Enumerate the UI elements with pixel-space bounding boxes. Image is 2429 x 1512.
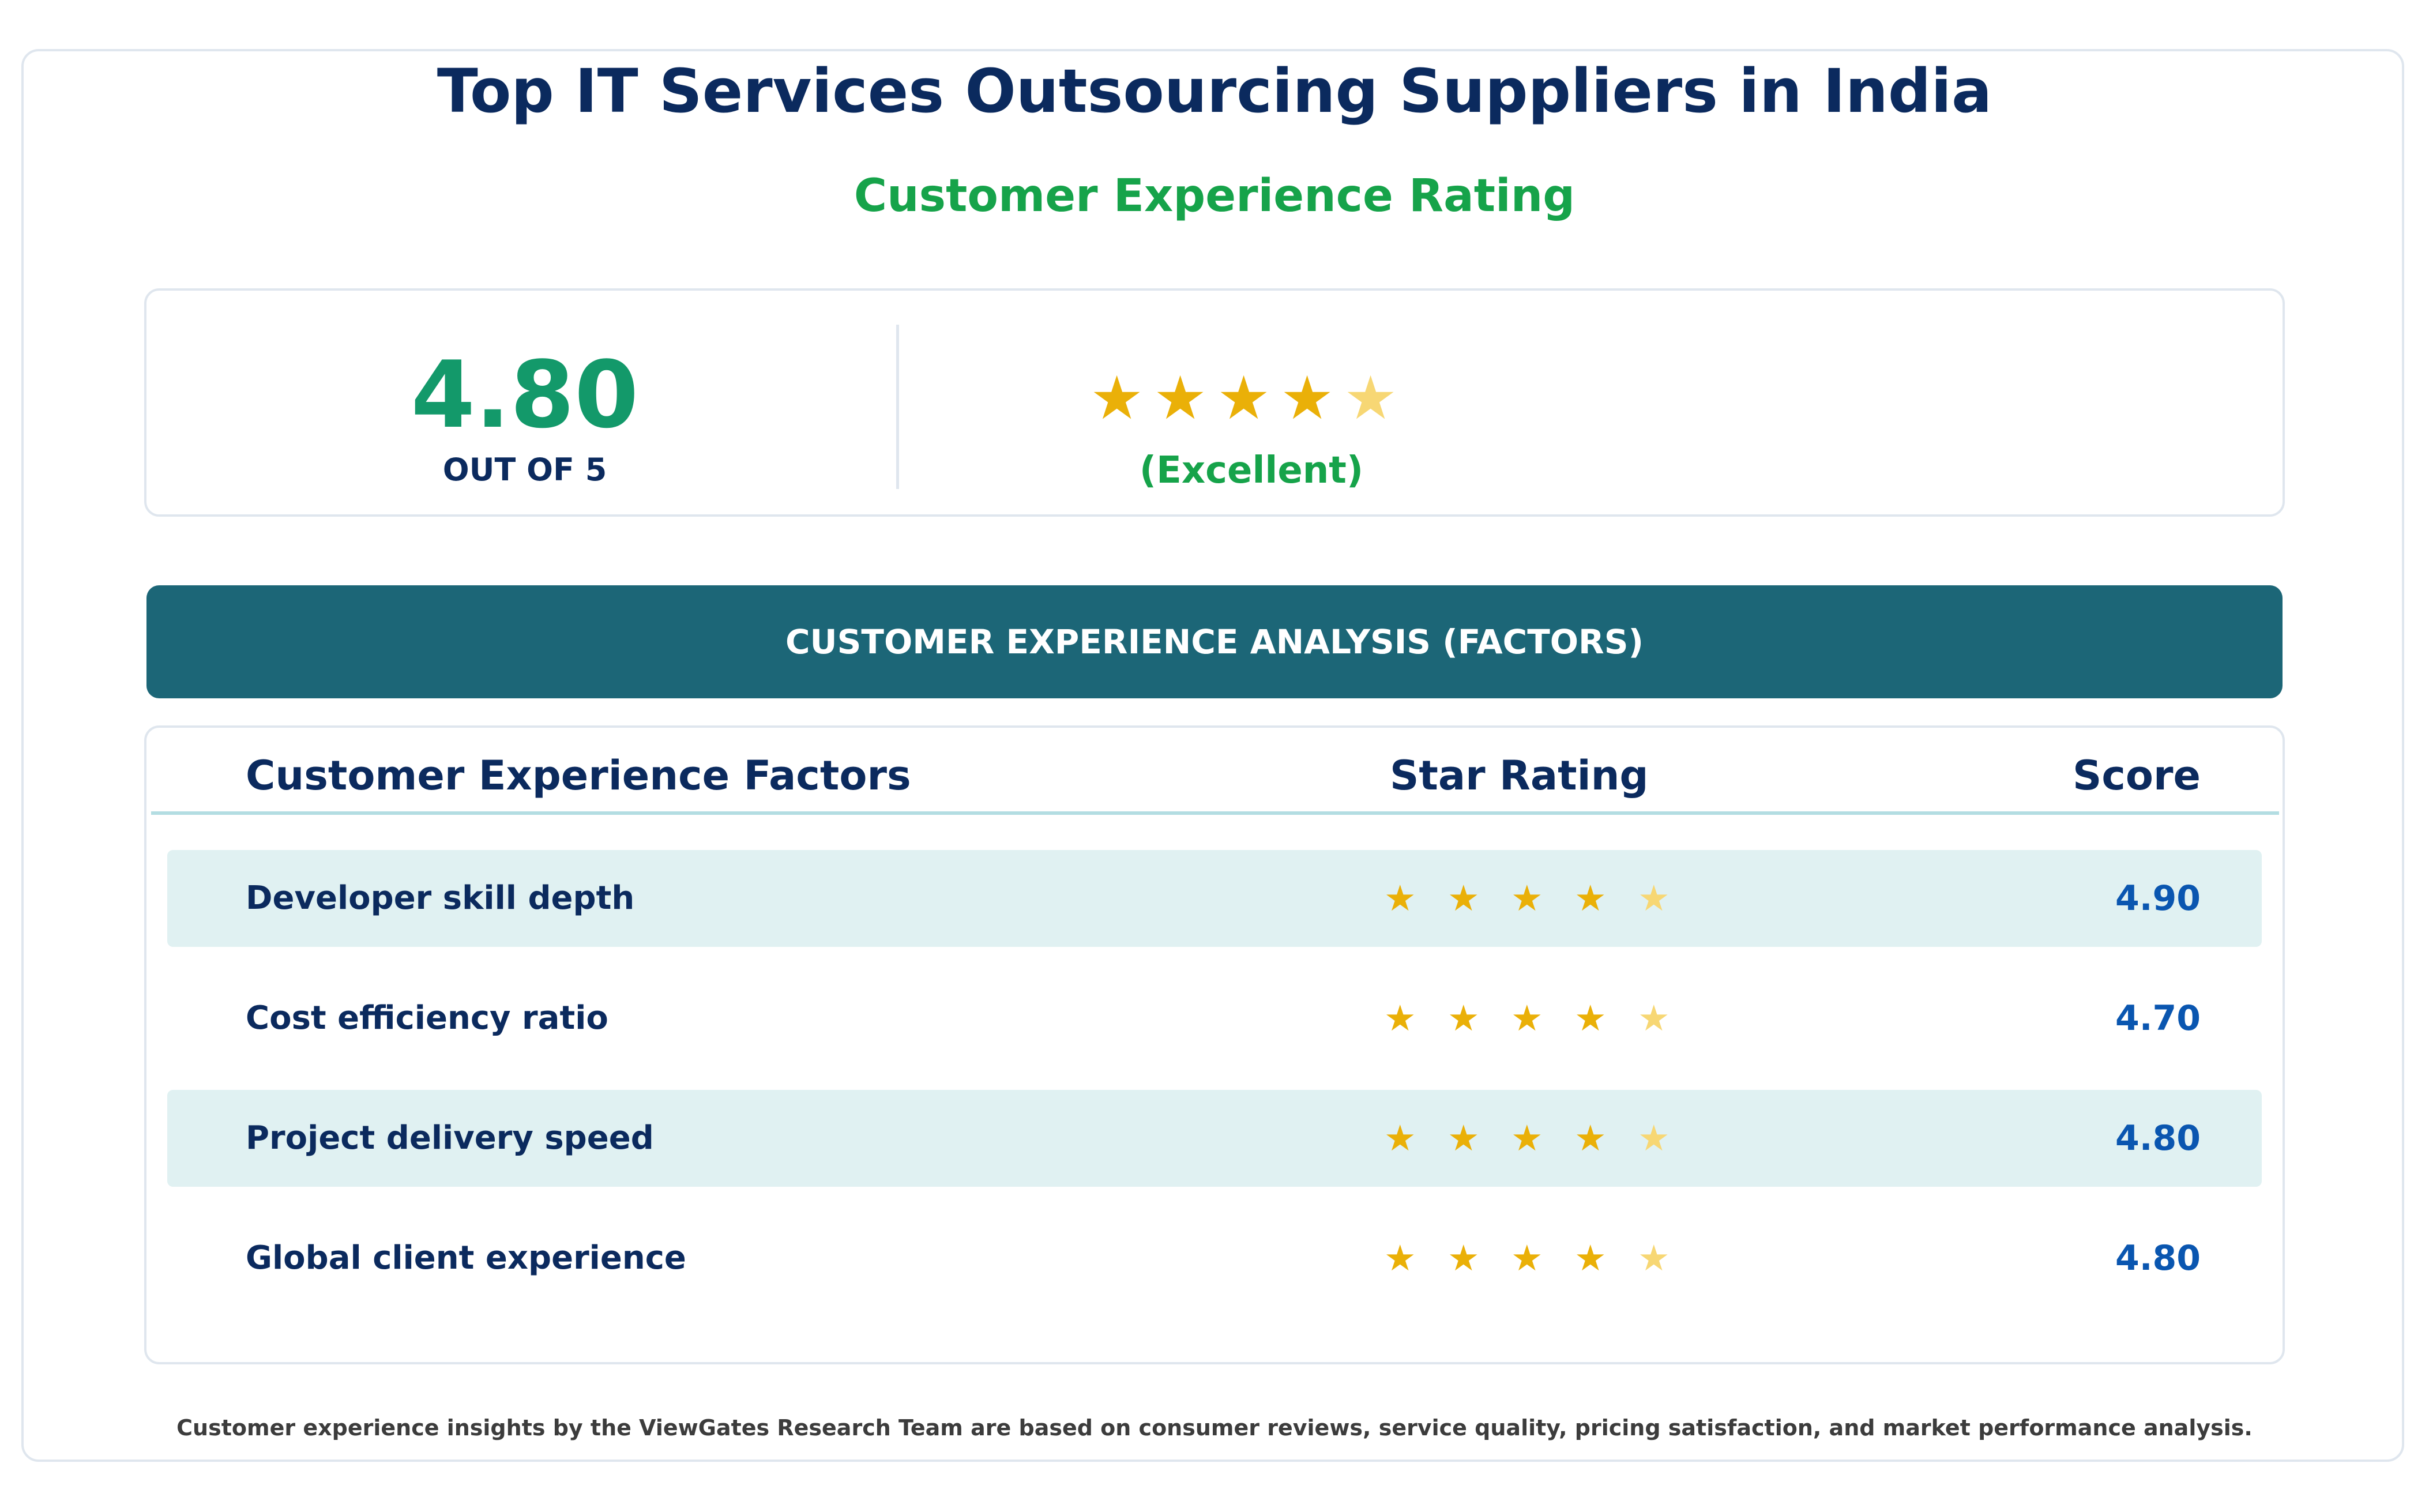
factor-name: Cost efficiency ratio [246,999,608,1037]
page-subtitle: Customer Experience Rating [853,170,1576,222]
star-icon: ★ [1153,363,1208,433]
star-icon: ★ [1344,363,1398,433]
star-icon: ★ [1638,1117,1670,1159]
star-icon: ★ [1574,1237,1607,1279]
star-icon: ★ [1574,1117,1607,1159]
star-icon: ★ [1447,1237,1480,1279]
footer-note: Customer experience insights by the View… [176,1415,2253,1440]
star-icon: ★ [1384,1237,1416,1279]
factor-score: 4.90 [2115,878,2201,919]
factors-table [144,725,2285,1364]
star-icon: ★ [1447,877,1480,919]
column-header-score: Score [2073,752,2201,799]
star-icon: ★ [1511,1117,1543,1159]
star-icon: ★ [1511,1237,1543,1279]
star-icon: ★ [1384,997,1416,1039]
factor-name: Global client experience [246,1239,686,1277]
summary-panel [144,288,2285,517]
star-icon: ★ [1384,877,1416,919]
factor-name: Developer skill depth [246,879,635,917]
table-row: Cost efficiency ratio ★ ★ ★ ★ ★ 4.70 [167,970,2262,1067]
star-icon: ★ [1447,1117,1480,1159]
star-icon: ★ [1638,877,1670,919]
header-divider [151,811,2279,815]
page-title: Top IT Services Outsourcing Suppliers in… [437,56,1992,126]
table-row: Project delivery speed ★ ★ ★ ★ ★ 4.80 [167,1090,2262,1187]
star-icon: ★ [1217,363,1271,433]
star-icon: ★ [1511,877,1543,919]
table-row: Developer skill depth ★ ★ ★ ★ ★ 4.90 [167,850,2262,947]
star-icon: ★ [1384,1117,1416,1159]
factor-score: 4.80 [2115,1118,2201,1159]
star-icon: ★ [1574,877,1607,919]
factor-score: 4.80 [2115,1238,2201,1278]
column-header-factor: Customer Experience Factors [246,752,911,799]
factor-name: Project delivery speed [246,1119,654,1157]
summary-divider [896,325,899,489]
factor-score: 4.70 [2115,998,2201,1039]
star-icon: ★ [1447,997,1480,1039]
analysis-banner: CUSTOMER EXPERIENCE ANALYSIS (FACTORS) [146,585,2283,698]
table-row: Global client experience ★ ★ ★ ★ ★ 4.80 [167,1210,2262,1307]
overall-score: 4.80 [411,341,639,449]
rating-label: (Excellent) [1139,449,1364,492]
card-frame [21,49,2404,1462]
out-of-label: OUT OF 5 [442,452,607,488]
star-icon: ★ [1574,997,1607,1039]
star-icon: ★ [1638,997,1670,1039]
star-icon: ★ [1090,363,1144,433]
star-icon: ★ [1638,1237,1670,1279]
star-icon: ★ [1511,997,1543,1039]
column-header-star-rating: Star Rating [1390,752,1649,799]
star-icon: ★ [1280,363,1334,433]
